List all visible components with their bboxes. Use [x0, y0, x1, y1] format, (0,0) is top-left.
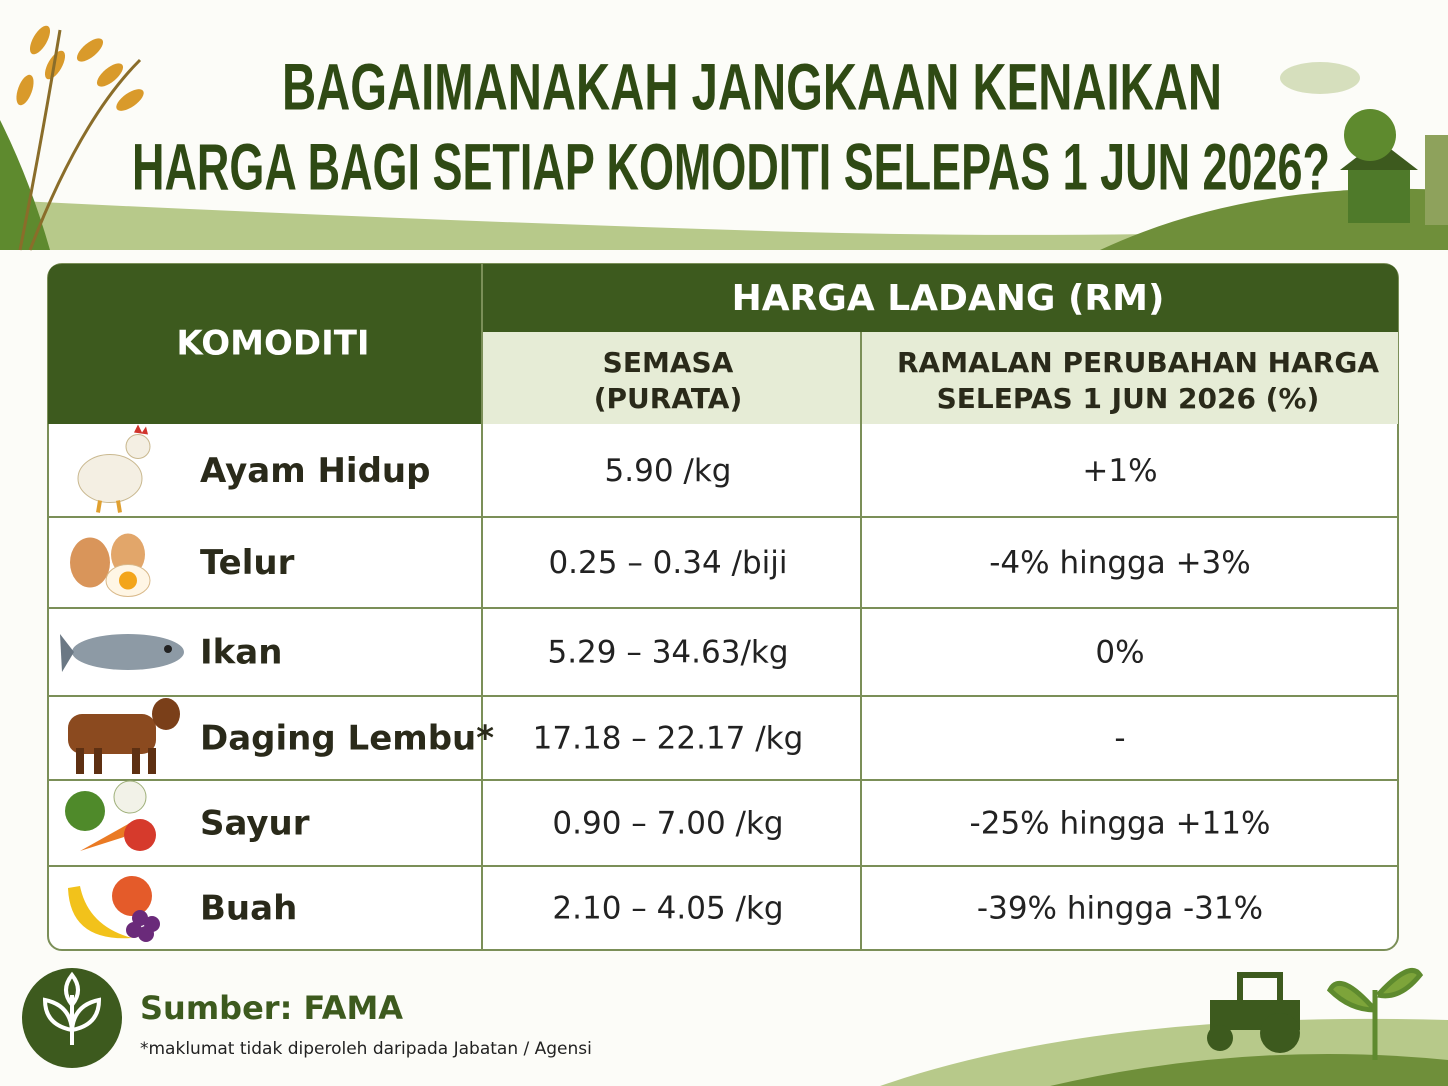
price-change: 0%: [1095, 635, 1144, 671]
icon-part: [113, 780, 147, 814]
icon-part: [148, 748, 156, 774]
commodity-name: Sayur: [200, 804, 310, 844]
subheader-bg: [482, 332, 1398, 424]
sprout: [1326, 968, 1424, 1060]
current-price: 17.18 – 22.17 /kg: [533, 721, 804, 757]
current-price: 5.90 /kg: [605, 453, 732, 489]
current-price: 0.90 – 7.00 /kg: [552, 806, 783, 842]
icon-part: [60, 634, 74, 672]
price-change: +1%: [1082, 453, 1157, 489]
hill: [1050, 1053, 1448, 1086]
icon-part: [125, 434, 151, 459]
price-change: -: [1114, 721, 1125, 757]
commodity-name: Ayam Hidup: [200, 451, 430, 491]
group-header: HARGA LADANG (RM): [732, 278, 1165, 319]
farm: [1280, 62, 1448, 225]
icon-part: [72, 634, 184, 670]
commodity-name: Daging Lembu*: [200, 719, 494, 759]
icon-part: [152, 698, 180, 730]
icon-part: [68, 886, 132, 939]
commodity-name: Ikan: [200, 633, 282, 673]
icon-part: [65, 791, 105, 831]
wheat-stem: [18, 29, 142, 251]
tractor: [1207, 972, 1300, 1053]
icon-part: [111, 533, 145, 576]
title-line: BAGAIMANAKAH JANGKAAN KENAIKAN: [282, 49, 1222, 123]
column-header: (PURATA): [594, 382, 743, 415]
column-header: SEMASA: [603, 346, 734, 379]
icon-part: [80, 823, 130, 851]
grass: [0, 120, 50, 250]
icon-part: [134, 424, 148, 435]
column-header: KOMODITI: [176, 324, 369, 364]
source: Sumber: FAMA: [140, 989, 403, 1027]
column-header: SELEPAS 1 JUN 2026 (%): [937, 382, 1320, 415]
commodity-name: Buah: [200, 889, 297, 929]
icon-part: [116, 500, 122, 513]
icon-part: [124, 819, 156, 851]
current-price: 0.25 – 0.34 /biji: [548, 545, 787, 581]
icon-part: [94, 748, 102, 774]
icon-part: [126, 922, 142, 938]
icon: [70, 533, 151, 597]
icon-part: [96, 500, 102, 513]
icon-part: [164, 645, 172, 653]
commodity-name: Telur: [200, 543, 295, 583]
table-body: Ayam Hidup 5.90 /kg +1% Telur 0.25 – 0.34 /b…: [48, 424, 1398, 942]
price-change: -25% hingga +11%: [970, 806, 1271, 842]
icon: [77, 424, 151, 513]
icon: [68, 876, 160, 942]
icon: [65, 780, 156, 851]
wheat: [16, 25, 144, 111]
icon: [68, 698, 180, 774]
price-change: -4% hingga +3%: [989, 545, 1251, 581]
hill: [0, 200, 1448, 250]
icon-part: [119, 571, 137, 590]
title-line: HARGA BAGI SETIAP KOMODITI SELEPAS 1 JUN…: [132, 129, 1330, 203]
note: *maklumat tidak diperoleh daripada Jabat…: [140, 1039, 592, 1059]
icon: [60, 634, 184, 672]
current-price: 2.10 – 4.05 /kg: [552, 891, 783, 927]
icon-part: [68, 714, 156, 754]
icon-part: [70, 537, 110, 588]
icon-part: [77, 454, 143, 503]
price-change: -39% hingga -31%: [977, 891, 1263, 927]
logo-leaf: [42, 971, 102, 1045]
icon-part: [112, 876, 152, 916]
icon-part: [132, 748, 140, 774]
header-bg: [48, 264, 1398, 424]
column-header: RAMALAN PERUBAHAN HARGA: [897, 346, 1379, 379]
icon-part: [76, 748, 84, 774]
icon-part: [132, 910, 148, 926]
current-price: 5.29 – 34.63/kg: [547, 635, 788, 671]
